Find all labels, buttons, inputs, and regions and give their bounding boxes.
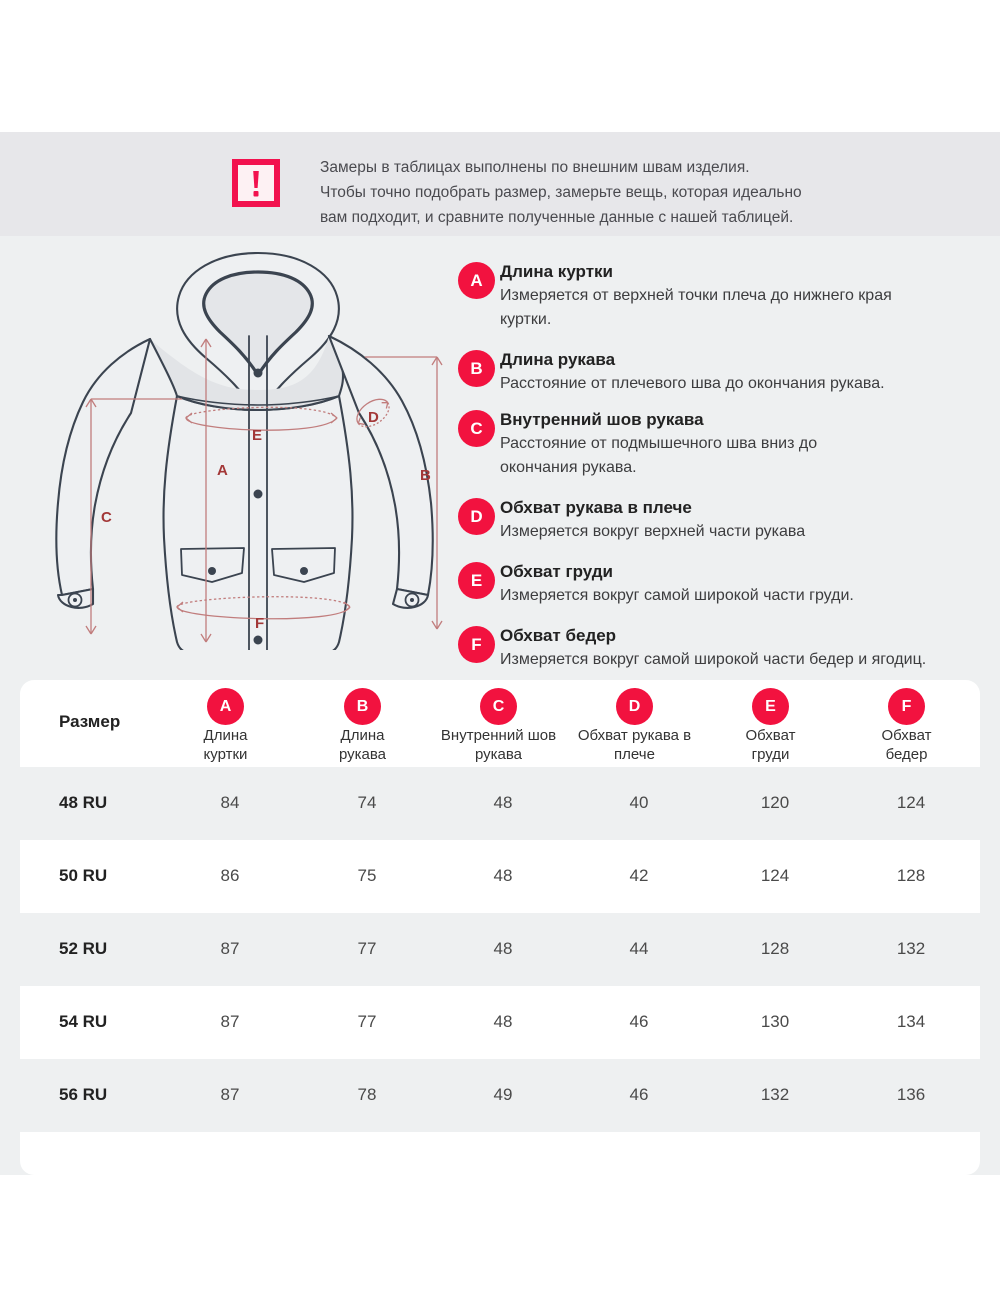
svg-text:D: D — [368, 409, 379, 426]
svg-text:B: B — [420, 467, 431, 484]
svg-text:A: A — [217, 462, 228, 479]
svg-text:F: F — [255, 615, 264, 632]
svg-text:E: E — [252, 427, 262, 444]
svg-text:C: C — [101, 509, 112, 526]
